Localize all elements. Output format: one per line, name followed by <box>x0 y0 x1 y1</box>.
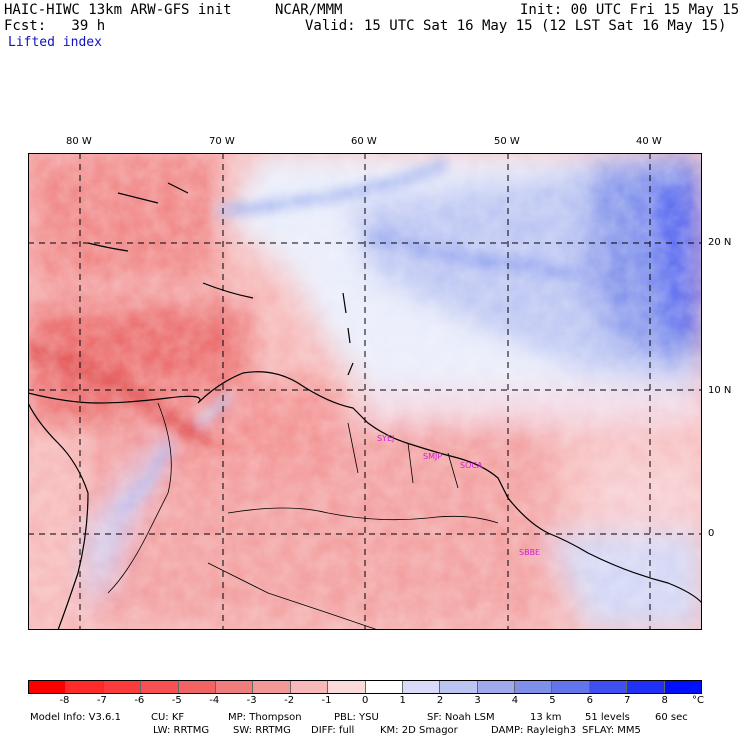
lon-label-80w: 80 W <box>66 136 92 147</box>
footer-sf: SF: Noah LSM <box>427 712 495 723</box>
colorbar-tick-label: 4 <box>511 695 519 706</box>
footer-lw: LW: RRTMG <box>153 725 210 736</box>
footer-cu: CU: KF <box>151 712 185 723</box>
colorbar-segment <box>402 681 441 693</box>
footer-km: KM: 2D Smagor <box>380 725 458 736</box>
lifted-index-map: SYEJ SMJP SOCA SBBE <box>28 153 702 630</box>
lat-label-10n: 10 N <box>708 385 732 396</box>
colorbar-tick-label: 8 <box>661 695 668 706</box>
footer-mp: MP: Thompson <box>228 712 302 723</box>
colorbar-segment <box>365 681 403 693</box>
colorbar-segment <box>215 681 254 693</box>
colorbar-segment <box>664 681 702 693</box>
colorbar-tick-label: 3 <box>474 695 481 706</box>
colorbar-tick-label: -5 <box>171 695 182 706</box>
colorbar-segment <box>627 681 665 693</box>
colorbar-segment <box>253 681 291 693</box>
colorbar-unit: °C <box>692 695 704 706</box>
lon-label-50w: 50 W <box>494 136 520 147</box>
footer-sw: SW: RRTMG <box>233 725 291 736</box>
colorbar-segment <box>552 681 590 693</box>
forecast-hour: Fcst: 39 h <box>4 18 106 34</box>
init-time: Init: 00 UTC Fri 15 May 15 <box>520 2 740 18</box>
colorbar <box>28 680 702 694</box>
graticule <box>28 153 702 630</box>
map-frame <box>28 153 702 630</box>
footer-timestep: 60 sec <box>655 712 688 723</box>
colorbar-segment <box>440 681 478 693</box>
valid-time: Valid: 15 UTC Sat 16 May 15 (12 LST Sat … <box>305 18 727 34</box>
colorbar-tick-label: -2 <box>284 695 295 706</box>
footer-damp: DAMP: Rayleigh3 <box>491 725 577 736</box>
organization: NCAR/MMM <box>275 2 343 18</box>
coastlines <box>28 182 702 630</box>
colorbar-segment <box>178 681 216 693</box>
footer-model-info: Model Info: V3.6.1 <box>30 712 121 723</box>
colorbar-tick-label: -3 <box>246 695 257 706</box>
footer-sflay: SFLAY: MM5 <box>582 725 641 736</box>
colorbar-tick-label: -7 <box>96 695 107 706</box>
colorbar-segment <box>328 681 366 693</box>
colorbar-segment <box>477 681 516 693</box>
station-smjp: SMJP <box>423 452 442 461</box>
colorbar-segment <box>141 681 179 693</box>
colorbar-segment <box>515 681 553 693</box>
footer-diff: DIFF: full <box>311 725 355 736</box>
colorbar-tick-label: 6 <box>586 695 594 706</box>
station-soca: SOCA <box>460 461 483 470</box>
country-borders <box>107 402 499 630</box>
lon-label-70w: 70 W <box>209 136 235 147</box>
station-syej: SYEJ <box>377 434 394 443</box>
footer-levels: 51 levels <box>585 712 630 723</box>
colorbar-segment <box>66 681 104 693</box>
lon-label-60w: 60 W <box>351 136 377 147</box>
colorbar-tick-label: -1 <box>321 695 332 706</box>
colorbar-tick-label: 1 <box>399 695 406 706</box>
colorbar-tick-label: -4 <box>209 695 220 706</box>
lat-label-20n: 20 N <box>708 237 732 248</box>
colorbar-segment <box>290 681 329 693</box>
colorbar-tick-label: 2 <box>436 695 444 706</box>
lat-label-0: 0 <box>708 528 715 539</box>
colorbar-tick-label: 0 <box>362 695 369 706</box>
footer-pbl: PBL: YSU <box>334 712 379 723</box>
station-sbbe: SBBE <box>519 548 540 557</box>
field-name: Lifted index <box>8 35 102 50</box>
model-title: HAIC-HIWC 13km ARW-GFS init <box>4 2 232 18</box>
colorbar-segment <box>29 681 67 693</box>
lon-label-40w: 40 W <box>636 136 662 147</box>
colorbar-tick-label: -6 <box>134 695 145 706</box>
colorbar-segment <box>103 681 142 693</box>
footer-resolution: 13 km <box>530 712 562 723</box>
colorbar-segment <box>589 681 628 693</box>
colorbar-tick-label: -8 <box>59 695 70 706</box>
colorbar-tick-label: 5 <box>549 695 556 706</box>
colorbar-tick-label: 7 <box>624 695 631 706</box>
